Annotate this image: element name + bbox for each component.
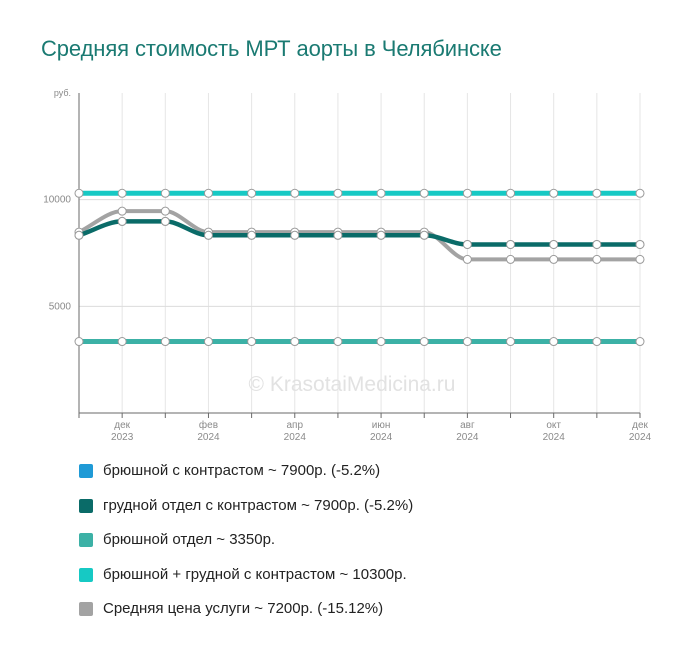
x-tick-label-year: 2024 <box>543 432 566 443</box>
legend-swatch <box>79 498 93 513</box>
data-point <box>462 239 472 249</box>
data-point <box>549 188 559 198</box>
legend-swatch <box>79 602 93 616</box>
chart-title: Средняя стоимость МРТ аорты в Челябинске <box>41 36 502 61</box>
x-tick-label-month: июн <box>372 420 391 431</box>
data-point <box>592 337 602 347</box>
data-point <box>117 188 127 198</box>
data-point <box>506 188 516 198</box>
data-point <box>117 216 127 226</box>
data-point <box>203 188 213 198</box>
data-point <box>247 230 257 240</box>
data-point <box>160 216 170 226</box>
data-point <box>376 337 386 347</box>
data-point <box>506 337 516 347</box>
x-tick-label-month: дек <box>632 420 648 431</box>
data-point <box>635 239 645 249</box>
legend-item[interactable]: брюшной с контрастом ~ 7900р. (-5.2%) <box>79 462 413 497</box>
y-axis-unit: руб. <box>54 88 71 98</box>
data-point <box>419 188 429 198</box>
legend-label: брюшной отдел ~ 3350р. <box>103 531 276 548</box>
data-point <box>290 230 300 240</box>
legend-label: Средняя цена услуги ~ 7200р. (-15.12%) <box>103 600 384 617</box>
data-point <box>462 188 472 198</box>
data-point <box>74 230 84 240</box>
data-point <box>419 230 429 240</box>
data-point <box>290 337 300 347</box>
legend-item[interactable]: брюшной + грудной с контрастом ~ 10300р. <box>79 566 413 601</box>
data-point <box>506 254 516 264</box>
data-point <box>549 337 559 347</box>
data-point <box>290 188 300 198</box>
data-point <box>635 337 645 347</box>
data-point <box>592 239 602 249</box>
legend-swatch <box>79 533 93 547</box>
x-tick-label-year: 2024 <box>284 432 307 443</box>
data-point <box>160 206 170 216</box>
data-point <box>74 188 84 198</box>
data-point <box>333 337 343 347</box>
data-point <box>462 337 472 347</box>
legend-swatch <box>79 464 93 478</box>
legend-label: брюшной + грудной с контрастом ~ 10300р. <box>103 565 407 583</box>
data-point <box>506 239 516 249</box>
y-tick-label: 10000 <box>43 195 71 206</box>
data-point <box>333 188 343 198</box>
data-point <box>376 188 386 198</box>
data-point <box>74 337 84 347</box>
data-point <box>117 206 127 216</box>
data-point <box>160 188 170 198</box>
x-tick-label-month: авг <box>460 420 475 431</box>
y-tick-label: 5000 <box>49 301 72 312</box>
x-tick-label-month: дек <box>114 420 130 431</box>
watermark: © KrasotaiMedicina.ru <box>249 373 456 396</box>
x-tick-label-month: фев <box>199 419 218 431</box>
data-point <box>592 254 602 264</box>
legend-label: брюшной с контрастом ~ 7900р. (-5.2%) <box>103 462 381 479</box>
x-tick-label-year: 2023 <box>111 432 134 443</box>
x-tick-label-year: 2024 <box>197 432 220 443</box>
x-tick-label-month: окт <box>546 420 561 431</box>
legend-swatch <box>79 567 93 582</box>
data-point <box>117 337 127 347</box>
legend-label: грудной отдел с контрастом ~ 7900р. (-5.… <box>103 496 414 514</box>
data-point <box>635 254 645 264</box>
data-point <box>376 230 386 240</box>
data-point <box>203 230 213 240</box>
data-point <box>419 337 429 347</box>
data-point <box>247 188 257 198</box>
data-point <box>635 188 645 198</box>
legend-item[interactable]: грудной отдел с контрастом ~ 7900р. (-5.… <box>79 497 413 532</box>
data-point <box>247 337 257 347</box>
data-point <box>549 254 559 264</box>
data-point <box>160 337 170 347</box>
x-tick-label-year: 2024 <box>370 432 393 443</box>
x-tick-label-year: 2024 <box>629 432 652 443</box>
data-point <box>549 239 559 249</box>
x-tick-label-month: апр <box>286 420 303 431</box>
data-point <box>592 188 602 198</box>
data-point <box>333 230 343 240</box>
data-point <box>462 254 472 264</box>
legend-item[interactable]: Средняя цена услуги ~ 7200р. (-15.12%) <box>79 600 413 635</box>
chart-legend: брюшной с контрастом ~ 7900р. (-5.2%) гру… <box>79 462 413 635</box>
data-point <box>203 337 213 347</box>
x-tick-label-year: 2024 <box>456 432 479 443</box>
legend-item[interactable]: брюшной отдел ~ 3350р. <box>79 531 413 566</box>
